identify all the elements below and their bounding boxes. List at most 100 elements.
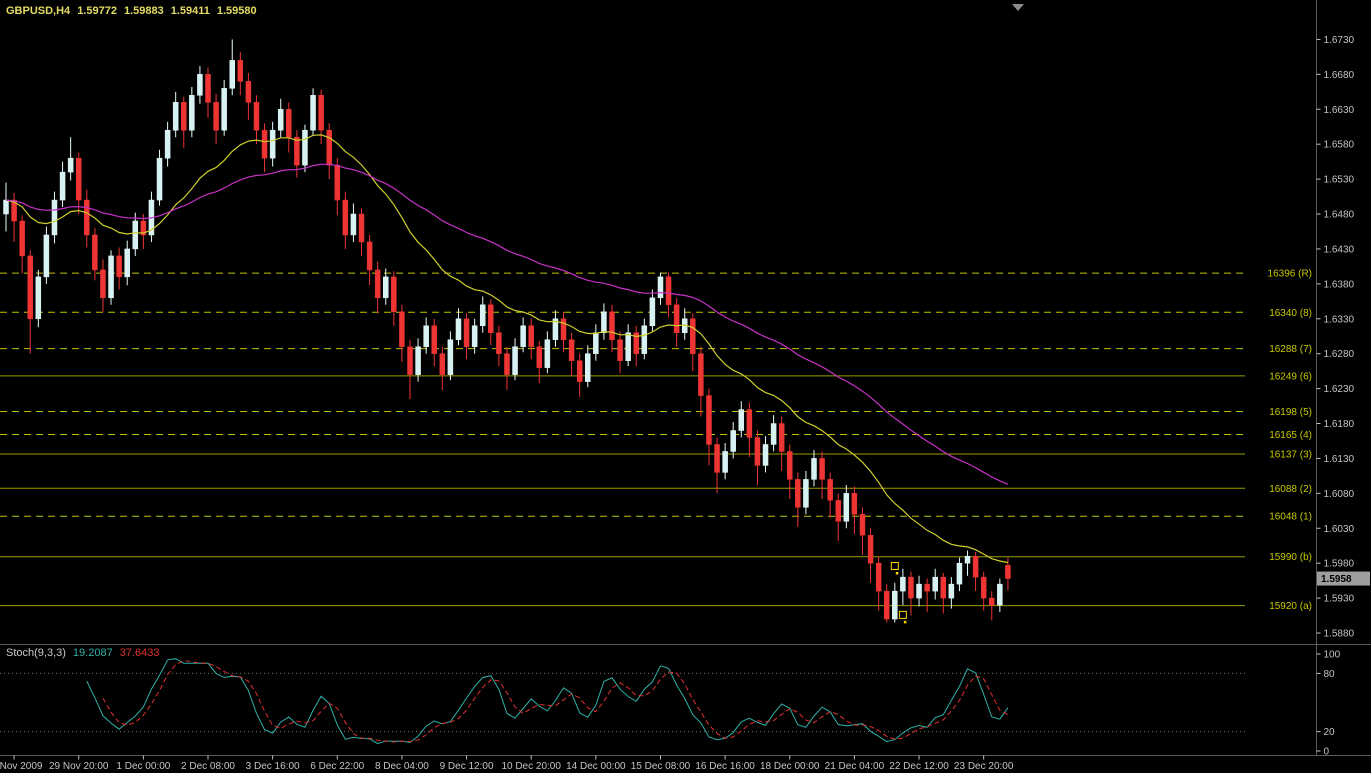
stoch-scale-label: 100 (1324, 650, 1341, 661)
order-marker[interactable] (890, 561, 899, 570)
candle (35, 269, 42, 328)
time-axis-label: 9 Dec 12:00 (440, 761, 494, 772)
candle (366, 234, 373, 286)
time-axis-label: 14 Dec 00:00 (566, 761, 626, 772)
price-axis-label: 1.6030 (1324, 524, 1355, 535)
candle (811, 450, 817, 487)
indicator-k-value: 19.2087 (72, 647, 113, 659)
stoch-scale-label: 80 (1324, 669, 1336, 680)
time-axis-label: 10 Dec 20:00 (501, 761, 561, 772)
candle (463, 313, 470, 360)
price-axis-label: 1.6430 (1324, 244, 1355, 255)
time-axis-label: 1 Dec 00:00 (116, 761, 170, 772)
current-price-tag (1317, 571, 1370, 586)
candle (471, 318, 478, 354)
candle (859, 507, 866, 555)
candle (770, 415, 777, 452)
candle (504, 346, 510, 390)
price-axis-label: 1.5930 (1324, 594, 1355, 605)
price-axis-label: 1.6530 (1324, 175, 1355, 186)
candle (67, 137, 74, 181)
candle (286, 102, 292, 153)
indicator-label[interactable]: Stoch(9,3,3) 19.2087 37.6433 (6, 647, 159, 659)
candle (423, 317, 429, 354)
candle (237, 52, 244, 96)
price-axis-label: 1.6230 (1324, 384, 1355, 395)
candle (269, 121, 276, 167)
candle (795, 472, 801, 527)
chart-shift-marker[interactable] (1012, 4, 1024, 11)
candle (100, 259, 106, 312)
candle (552, 310, 559, 347)
candle (383, 268, 389, 305)
time-axis-label: 26 Nov 2009 (0, 761, 43, 772)
candle (657, 272, 664, 305)
candle (19, 215, 25, 274)
candle (787, 444, 793, 499)
candle (132, 212, 139, 256)
time-axis-label: 16 Dec 16:00 (695, 761, 755, 772)
ma-fast-line[interactable] (5, 134, 1009, 564)
level-label: 16249 (6) (1269, 371, 1312, 382)
candle (43, 226, 50, 284)
price-axis-label: 1.6180 (1324, 419, 1355, 430)
candle (1005, 557, 1011, 591)
candle (350, 203, 357, 242)
candle (730, 422, 736, 459)
candle (835, 493, 841, 541)
order-marker[interactable] (898, 610, 907, 619)
symbol-timeframe-label: GBPUSD,H4 (6, 5, 71, 17)
candle (229, 39, 235, 96)
candle (512, 338, 518, 381)
candle (148, 191, 155, 242)
stoch-scale-label: 0 (1324, 747, 1330, 758)
price-axis-label: 1.6280 (1324, 349, 1355, 360)
candle (690, 313, 696, 372)
candle (108, 250, 114, 305)
candle (883, 584, 890, 623)
time-axis-label: 15 Dec 08:00 (631, 761, 691, 772)
time-axis-label: 21 Dec 04:00 (825, 761, 885, 772)
candle (916, 575, 922, 607)
candle (189, 86, 195, 138)
price-axis-label: 1.6630 (1324, 105, 1355, 116)
time-axis-label: 18 Dec 00:00 (760, 761, 820, 772)
level-label: 16198 (5) (1269, 407, 1312, 418)
candle (92, 227, 98, 281)
candle (681, 308, 688, 340)
candle (496, 325, 502, 367)
candle (827, 472, 833, 518)
ma-slow-line[interactable] (5, 163, 1009, 485)
candle (399, 304, 405, 363)
candle (520, 317, 526, 353)
candle (625, 324, 631, 367)
time-axis-label: 29 Nov 20:00 (49, 761, 109, 772)
level-label: 16088 (2) (1269, 484, 1312, 495)
level-label: 15920 (a) (1269, 601, 1312, 612)
candle (576, 353, 583, 397)
candle (253, 95, 260, 145)
candle (3, 182, 9, 232)
candle (51, 191, 58, 244)
candle (617, 331, 623, 374)
candle (762, 436, 769, 473)
time-axis-label: 8 Dec 04:00 (375, 761, 429, 772)
candle (358, 208, 365, 256)
candle (585, 345, 591, 388)
candle (706, 388, 712, 466)
candle (302, 124, 308, 173)
candle (867, 528, 874, 583)
candle (124, 240, 130, 286)
candle (27, 250, 33, 354)
candle (932, 568, 938, 600)
candle (989, 591, 995, 621)
chart-title: GBPUSD,H4 1.59772 1.59883 1.59411 1.59580 (6, 5, 264, 17)
current-price-label: 1.5958 (1321, 574, 1352, 585)
candle (342, 191, 349, 249)
candle (221, 79, 227, 136)
level-label: 16396 (R) (1268, 269, 1312, 280)
level-label: 16288 (7) (1269, 344, 1312, 355)
price-axis-label: 1.5980 (1324, 559, 1355, 570)
price-axis-label: 1.6730 (1324, 35, 1355, 46)
